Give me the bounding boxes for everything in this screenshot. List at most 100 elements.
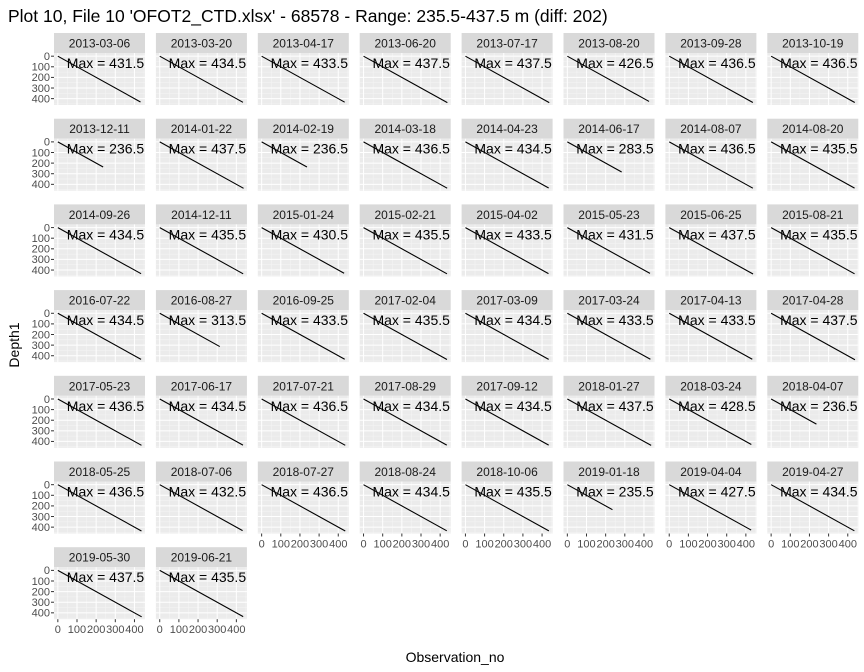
- max-label: Max = 434.5: [67, 226, 145, 242]
- y-tick-label: 300: [32, 169, 50, 181]
- depth-series-line: [159, 55, 244, 103]
- facet-strip-label: 2014-08-20: [782, 122, 844, 136]
- depth-series-line: [261, 398, 346, 446]
- max-label: Max = 435.5: [474, 484, 552, 500]
- x-tick-label: 200: [393, 539, 411, 551]
- facet-strip-label: 2018-03-24: [680, 379, 742, 393]
- facet-strip-label: 2014-04-23: [476, 122, 538, 136]
- facet-strip: [665, 461, 757, 482]
- facet-panel: 2017-04-28 Max = 437.5: [767, 290, 859, 363]
- x-tick-label: 300: [819, 539, 837, 551]
- facet-strip-label: 2017-04-13: [680, 294, 742, 308]
- y-tick-label: 0: [44, 394, 50, 406]
- facet-strip: [359, 461, 451, 482]
- depth-series-line: [465, 227, 549, 275]
- facet-strip-label: 2014-06-17: [578, 122, 640, 136]
- max-label: Max = 426.5: [576, 55, 654, 71]
- facet-strip: [155, 375, 247, 396]
- max-label: Max = 283.5: [576, 141, 654, 157]
- facet-strip-label: 2013-07-17: [476, 37, 538, 51]
- max-label: Max = 433.5: [474, 226, 552, 242]
- y-tick-label: 300: [32, 83, 50, 95]
- x-tick-label: 400: [431, 539, 449, 551]
- depth-series-line: [770, 398, 817, 425]
- facet-strip-label: 2013-12-11: [69, 122, 130, 136]
- max-label: Max = 436.5: [67, 398, 145, 414]
- y-tick-label: 100: [32, 404, 50, 416]
- max-label: Max = 435.5: [372, 226, 450, 242]
- depth-series-line: [770, 484, 855, 532]
- y-tick-label: 300: [32, 426, 50, 438]
- facet-panel: 2017-02-04 Max = 435.5: [359, 290, 451, 363]
- facet-panel: 2017-09-12 Max = 434.5: [461, 375, 553, 448]
- max-label: Max = 434.5: [169, 55, 247, 71]
- facet-strip-label: 2017-06-17: [171, 379, 233, 393]
- facet-panel: 2018-04-07 Max = 236.5: [767, 375, 859, 448]
- depth-series-line: [770, 312, 856, 361]
- depth-series-line: [567, 227, 651, 274]
- y-tick-label: 100: [32, 319, 50, 331]
- facet-strip-label: 2016-09-25: [273, 294, 335, 308]
- x-axis-title: Observation_no: [406, 649, 505, 665]
- y-tick-label: 200: [32, 586, 50, 598]
- x-tick-label: 400: [533, 539, 551, 551]
- facet-panel: 2014-06-17 Max = 283.5: [563, 118, 655, 191]
- facet-strip: [767, 461, 859, 482]
- x-tick-label: 400: [329, 539, 347, 551]
- y-tick-label: 0: [44, 565, 50, 577]
- max-label: Max = 431.5: [67, 55, 145, 71]
- facet-strip-label: 2019-05-30: [69, 551, 131, 565]
- depth-series-line: [465, 312, 549, 360]
- depth-series-line: [770, 55, 856, 103]
- facet-strip-label: 2017-05-23: [69, 379, 131, 393]
- facet-strip: [767, 204, 859, 225]
- chart-title: Plot 10, File 10 'OFOT2_CTD.xlsx' - 6857…: [8, 6, 608, 27]
- x-tick-label: 300: [718, 539, 736, 551]
- x-tick-label: 100: [68, 624, 86, 636]
- y-tick-label: 200: [32, 158, 50, 170]
- facet-strip: [257, 33, 349, 53]
- x-tick-label: 200: [596, 539, 614, 551]
- x-tick-label: 0: [259, 539, 265, 551]
- facet-panel: 2015-05-23 Max = 431.5: [563, 204, 655, 277]
- y-tick-label: 400: [32, 179, 50, 191]
- x-tick-label: 200: [189, 624, 207, 636]
- x-tick-label: 300: [310, 539, 328, 551]
- y-tick-label: 400: [32, 265, 50, 277]
- facet-strip-label: 2013-03-20: [171, 37, 233, 51]
- max-label: Max = 437.5: [474, 55, 552, 71]
- x-tick-label: 100: [577, 539, 595, 551]
- facet-strip: [767, 33, 859, 53]
- facet-panel: 2017-08-29 Max = 434.5: [359, 375, 451, 448]
- facet-strip: [563, 118, 655, 139]
- x-tick-label: 100: [272, 539, 290, 551]
- depth-series-line: [363, 484, 448, 532]
- facet-strip-label: 2014-09-26: [69, 208, 131, 222]
- facet-strip-label: 2017-08-29: [375, 379, 437, 393]
- facet-strip-label: 2013-04-17: [273, 37, 335, 51]
- facet-panel: 2013-08-20 Max = 426.5: [563, 33, 655, 105]
- depth-series-line: [57, 141, 104, 168]
- x-tick-label: 400: [737, 539, 755, 551]
- facet-panel: 2018-01-27 Max = 437.5: [563, 375, 655, 448]
- facet-strip-label: 2013-06-20: [375, 37, 437, 51]
- y-tick-label: 200: [32, 329, 50, 341]
- max-label: Max = 236.5: [67, 141, 145, 157]
- facet-strip: [155, 461, 247, 482]
- facet-strip-label: 2015-04-02: [476, 208, 538, 222]
- facet-panel: 2014-08-20 Max = 435.5: [767, 118, 859, 191]
- y-tick-label: 100: [32, 576, 50, 588]
- facet-strip-label: 2015-08-21: [782, 208, 844, 222]
- depth-series-line: [159, 569, 244, 618]
- max-label: Max = 434.5: [474, 398, 552, 414]
- y-tick-label: 100: [32, 233, 50, 245]
- depth-series-line: [363, 312, 448, 360]
- y-tick-label: 200: [32, 244, 50, 256]
- facet-strip: [257, 290, 349, 311]
- facet-strip: [563, 290, 655, 311]
- x-tick-label: 200: [87, 624, 105, 636]
- depth-series-line: [668, 398, 752, 445]
- depth-series-line: [57, 227, 142, 275]
